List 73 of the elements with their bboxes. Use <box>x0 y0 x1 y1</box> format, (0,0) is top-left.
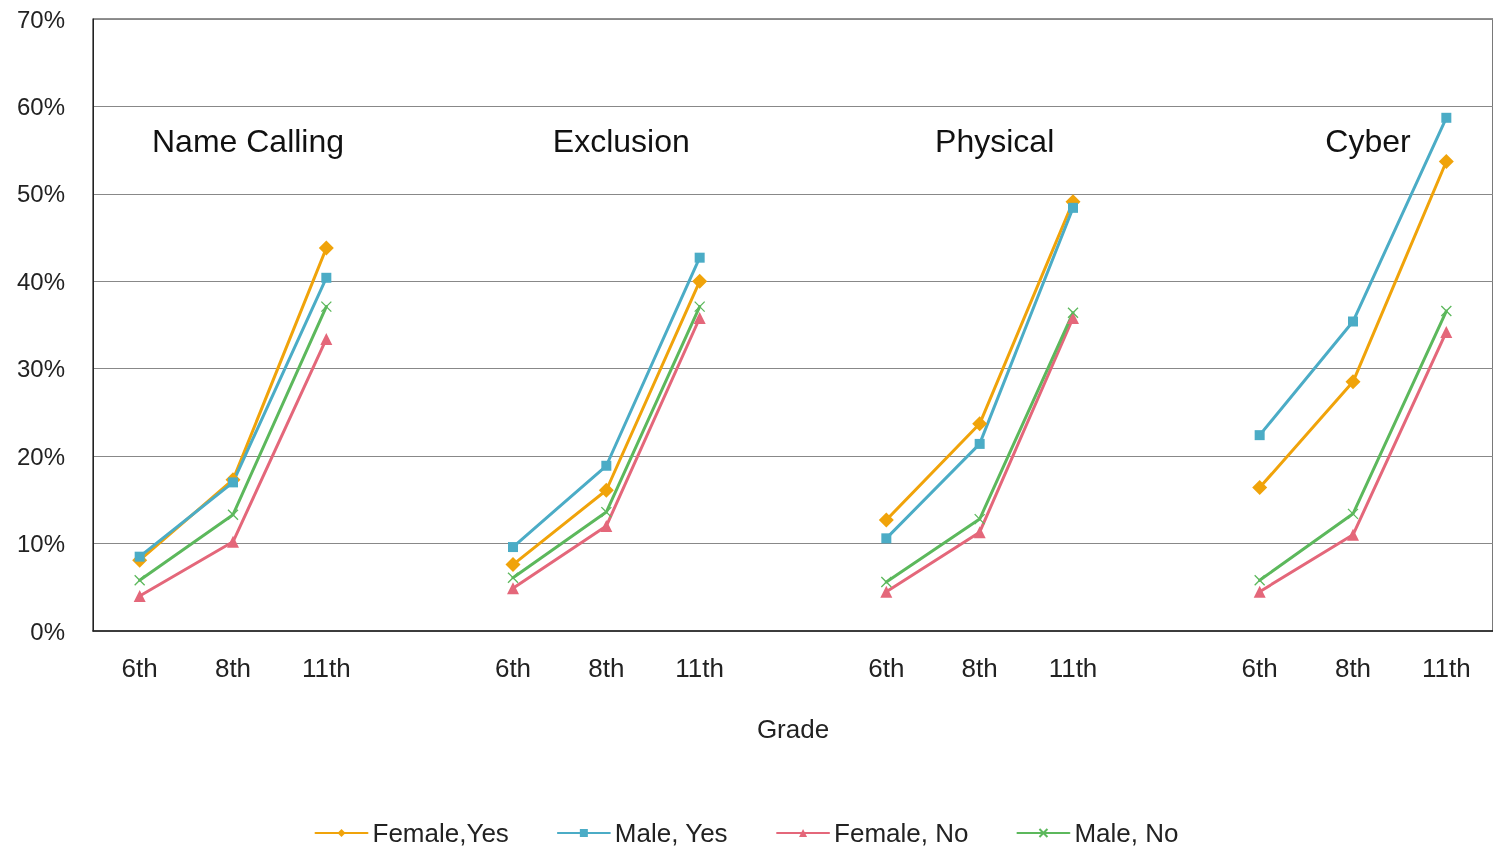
x-tick-label: 11th <box>675 653 725 683</box>
point <box>320 332 333 345</box>
point <box>1438 154 1454 170</box>
point <box>974 438 985 449</box>
point <box>320 300 332 313</box>
x-tick-label: 11th <box>1421 653 1471 683</box>
y-tick-label: 70% <box>16 5 65 33</box>
point <box>1253 585 1266 598</box>
y-tick-label: 10% <box>16 530 65 558</box>
x-tick-label: 6th <box>1241 653 1278 683</box>
point <box>133 590 146 603</box>
legend-label: Male, Yes <box>614 818 728 848</box>
x-tick-label: 6th <box>868 653 905 683</box>
point <box>694 252 705 263</box>
point <box>974 513 986 525</box>
x-tick-label: 8th <box>961 653 998 683</box>
point <box>228 477 238 488</box>
point <box>694 300 706 313</box>
point <box>601 460 612 471</box>
x-tick-label: 11th <box>1048 653 1098 683</box>
legend-label: Female,Yes <box>372 818 509 848</box>
point <box>600 520 613 533</box>
x-tick-label: 11th <box>301 653 351 683</box>
point <box>1254 430 1265 441</box>
x-axis-title: Grade <box>756 714 830 744</box>
point <box>507 572 519 584</box>
x-tick-label: 8th <box>588 653 625 683</box>
x-tick-label: 8th <box>1334 653 1372 683</box>
y-tick-label: 20% <box>16 442 65 470</box>
y-tick-label: 40% <box>16 267 65 295</box>
point <box>1068 202 1078 213</box>
point <box>878 512 894 528</box>
y-tick-label: 30% <box>16 355 65 383</box>
annotation: Cyber <box>1325 123 1412 159</box>
point <box>692 273 708 289</box>
point <box>1254 574 1266 586</box>
point <box>880 576 892 588</box>
x-tick-label: 6th <box>121 653 158 683</box>
point <box>508 542 518 553</box>
point <box>1347 508 1359 520</box>
point <box>134 574 146 586</box>
point <box>1067 307 1079 319</box>
y-tick-label: 60% <box>16 92 65 120</box>
annotation: Physical <box>935 123 1055 159</box>
point <box>881 533 892 544</box>
point <box>598 482 614 498</box>
legend-label: Female, No <box>834 818 969 848</box>
y-tick-label: 50% <box>16 180 65 208</box>
point <box>1441 112 1452 123</box>
x-tick-label: 8th <box>214 653 252 683</box>
point <box>880 585 893 598</box>
point <box>600 506 612 518</box>
point <box>505 557 521 573</box>
point <box>1440 305 1452 317</box>
point <box>318 240 334 256</box>
annotation: Name Calling <box>151 123 345 159</box>
y-tick-label: 0% <box>30 617 65 645</box>
point <box>227 509 239 521</box>
point <box>134 551 145 562</box>
point <box>227 535 239 548</box>
point <box>1252 480 1268 496</box>
point <box>1345 374 1361 390</box>
annotation: Exclusion <box>552 123 690 159</box>
point <box>1440 325 1453 338</box>
point <box>693 312 706 325</box>
point <box>1347 528 1359 541</box>
point <box>507 582 519 595</box>
point <box>1348 316 1358 327</box>
point <box>973 526 986 539</box>
point <box>972 416 988 432</box>
x-tick-label: 6th <box>494 653 532 683</box>
point <box>321 272 332 283</box>
legend-label: Male, No <box>1074 818 1179 848</box>
